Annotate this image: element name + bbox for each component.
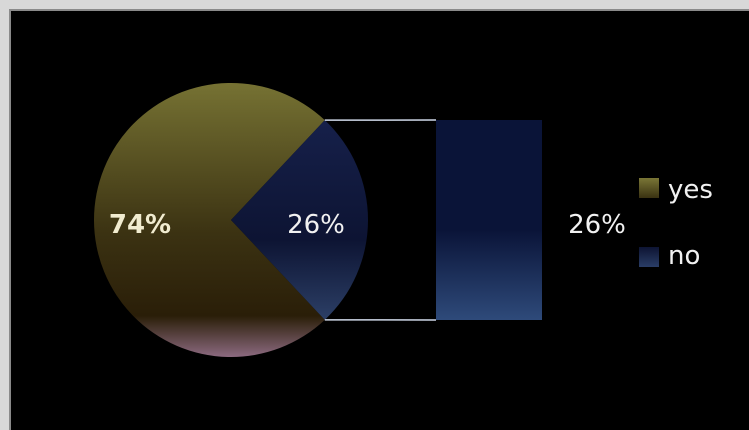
legend-swatch-yes [639,178,659,198]
pie-slice-no [231,120,368,320]
legend-label-yes: yes [668,175,713,205]
pie-slices [93,82,368,358]
slice-label-yes: 74% [109,210,171,240]
legend-label-no: no [668,241,700,271]
bar-label-no: 26% [568,210,626,240]
pie-slice-yes [93,82,325,358]
bar-no [436,120,542,320]
slice-label-no: 26% [287,210,345,240]
legend-swatch-no [639,247,659,267]
legend: yes no [639,175,713,271]
